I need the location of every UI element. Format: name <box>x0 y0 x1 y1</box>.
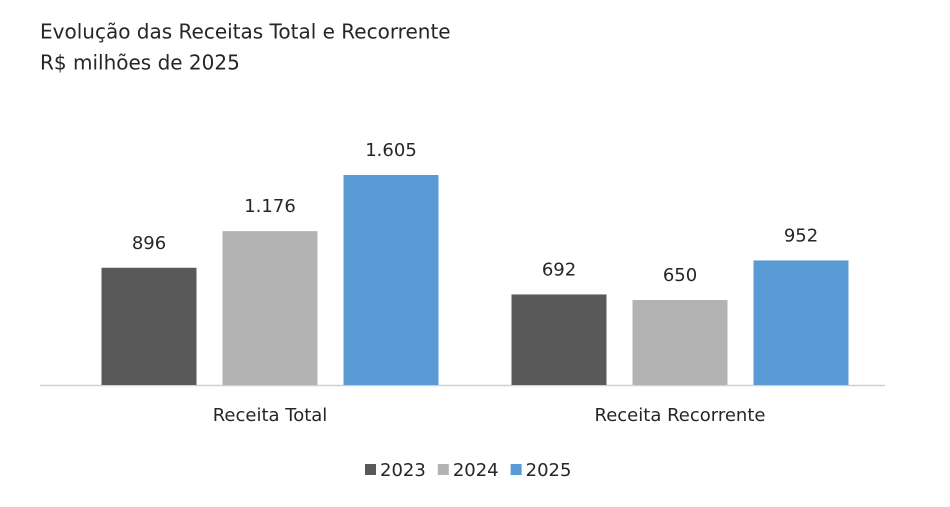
legend-swatch <box>365 464 376 475</box>
x-tick-label: Receita Recorrente <box>595 405 766 426</box>
bar <box>511 294 607 385</box>
legend-label: 2023 <box>380 460 426 481</box>
bar <box>222 231 318 385</box>
x-tick-label: Receita Total <box>213 405 328 426</box>
data-label: 896 <box>132 233 166 254</box>
bar <box>343 175 439 385</box>
data-label: 650 <box>663 265 697 286</box>
legend-label: 2025 <box>526 460 572 481</box>
legend-label: 2024 <box>453 460 499 481</box>
data-label: 1.605 <box>365 140 417 161</box>
legend-swatch <box>437 464 449 475</box>
chart-subtitle: R$ milhões de 2025 <box>40 51 240 75</box>
legend-swatch <box>510 464 522 475</box>
chart-title: Evolução das Receitas Total e Recorrente <box>40 20 451 44</box>
data-label: 1.176 <box>244 196 296 217</box>
bar <box>632 299 728 385</box>
bar <box>753 260 849 385</box>
data-label: 952 <box>784 225 818 246</box>
data-label: 692 <box>542 259 576 280</box>
bar <box>101 267 197 385</box>
